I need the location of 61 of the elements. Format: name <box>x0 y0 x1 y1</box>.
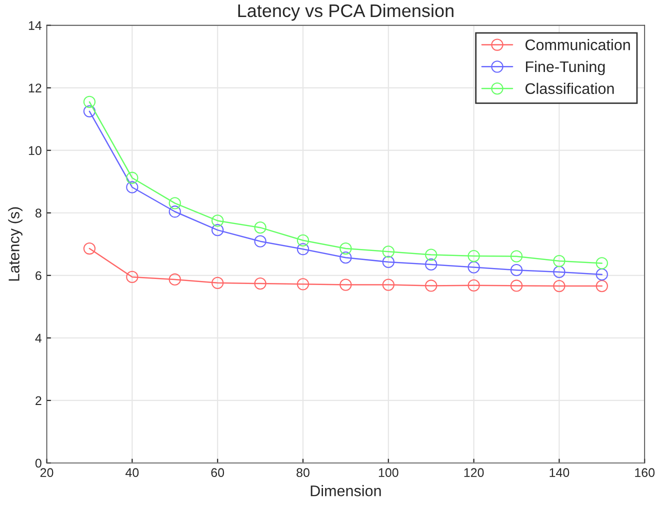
x-tick-label: 20 <box>40 468 54 478</box>
x-tick-label: 80 <box>296 468 310 478</box>
point <box>510 264 523 276</box>
legend-label: Communication <box>526 39 630 50</box>
point <box>340 252 352 264</box>
point <box>596 268 608 281</box>
point <box>254 235 266 248</box>
y-tick-label: 6 <box>36 271 42 280</box>
point <box>212 276 224 289</box>
y-tick-label: 8 <box>35 208 42 218</box>
y-tick-label: 14 <box>28 21 42 30</box>
point <box>254 277 266 290</box>
point <box>382 246 394 258</box>
point <box>510 280 523 292</box>
legend-label: Classification <box>526 82 614 94</box>
x-tick-label: 40 <box>126 468 139 478</box>
y-tick-label: 2 <box>36 396 42 405</box>
y-tick-label: 10 <box>28 146 42 156</box>
point <box>83 105 96 118</box>
point <box>254 222 266 234</box>
y-tick-label: 0 <box>35 458 42 468</box>
chart-title: Latency vs PCA Dimension <box>238 4 454 21</box>
legend-label: Fine-Tuning <box>526 60 605 76</box>
point <box>83 96 96 108</box>
point <box>296 243 310 256</box>
x-axis-title: Dimension <box>310 485 381 496</box>
point <box>83 242 96 255</box>
point <box>296 234 310 246</box>
point <box>296 278 310 290</box>
point <box>340 242 352 255</box>
point <box>468 250 480 262</box>
point <box>168 206 181 218</box>
y-tick-label: 4 <box>35 334 42 342</box>
point <box>382 256 394 268</box>
x-tick-label: 60 <box>211 468 224 478</box>
point <box>425 280 438 292</box>
point <box>126 172 138 184</box>
y-tick-label: 12 <box>28 84 42 92</box>
point <box>425 258 438 271</box>
point <box>553 280 566 292</box>
point <box>553 266 566 278</box>
point <box>168 197 181 210</box>
x-tick-label: 140 <box>550 468 570 478</box>
point <box>212 224 224 236</box>
point <box>382 278 394 291</box>
point <box>340 278 352 291</box>
x-tick-label: 160 <box>635 468 655 478</box>
point <box>126 270 138 284</box>
point <box>510 250 523 262</box>
y-axis-title: Latency (s) <box>8 207 22 281</box>
point <box>596 257 608 270</box>
point <box>553 254 566 268</box>
point <box>212 214 224 227</box>
point <box>468 279 480 292</box>
point <box>168 273 181 286</box>
point <box>468 261 480 274</box>
point <box>425 248 438 261</box>
point <box>126 181 138 194</box>
point <box>596 280 608 292</box>
x-tick-label: 120 <box>464 468 484 478</box>
x-tick-label: 100 <box>378 468 398 478</box>
